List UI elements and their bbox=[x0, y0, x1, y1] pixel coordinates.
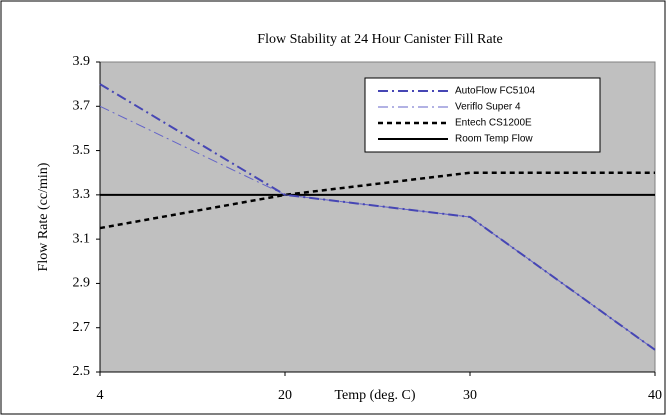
x-axis-label: Temp (deg. C) bbox=[334, 388, 415, 403]
y-tick-label: 2.5 bbox=[73, 364, 91, 379]
y-tick-label: 2.7 bbox=[73, 320, 91, 335]
legend-label: Entech CS1200E bbox=[455, 118, 532, 129]
y-tick-label: 3.9 bbox=[73, 54, 91, 69]
y-tick-label: 3.3 bbox=[73, 187, 91, 202]
chart-title: Flow Stability at 24 Hour Canister Fill … bbox=[257, 32, 502, 47]
y-tick-label: 3.7 bbox=[73, 99, 91, 114]
legend-label: Veriflo Super 4 bbox=[455, 102, 521, 113]
legend-label: Room Temp Flow bbox=[455, 134, 533, 145]
x-tick-label: 20 bbox=[278, 388, 292, 403]
series-line bbox=[99, 171, 655, 230]
x-tick-label: 4 bbox=[97, 388, 104, 403]
x-tick-label: 30 bbox=[463, 388, 477, 403]
y-tick-label: 2.9 bbox=[73, 276, 91, 291]
x-tick-label: 40 bbox=[648, 388, 662, 403]
legend-label: AutoFlow FC5104 bbox=[455, 86, 535, 97]
legend: AutoFlow FC5104 Veriflo Super 4 Entech CS1… bbox=[364, 77, 601, 153]
y-tick-label: 3.1 bbox=[73, 231, 91, 246]
y-tick-label: 3.5 bbox=[73, 143, 91, 158]
series-line bbox=[99, 83, 656, 351]
y-axis-label: Flow Rate (cc/min) bbox=[36, 162, 51, 271]
